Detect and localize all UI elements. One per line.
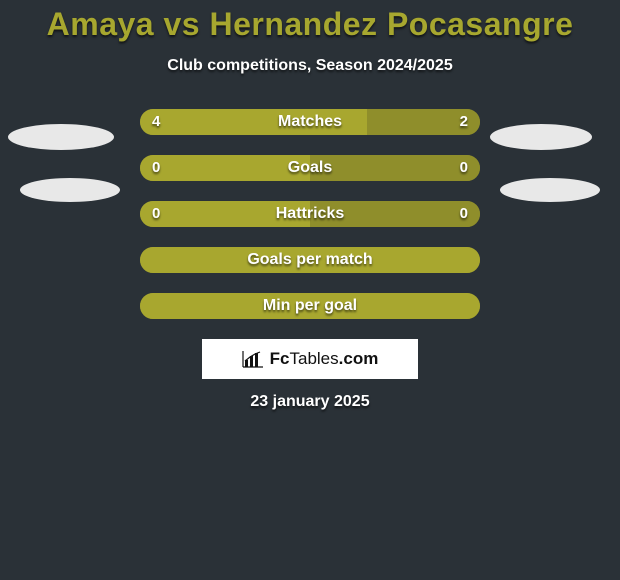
- stat-row: 42Matches: [0, 109, 620, 135]
- bar-full-fill: [140, 293, 480, 319]
- stat-row: Min per goal: [0, 293, 620, 319]
- stat-value-right: 0: [460, 201, 468, 227]
- bar-chart-icon: [242, 350, 264, 368]
- bar-left-fill: [140, 109, 367, 135]
- logo-text: FcTables.com: [270, 349, 379, 369]
- logo-text-fc: Fc: [270, 349, 290, 368]
- snapshot-date: 23 january 2025: [0, 393, 620, 411]
- bar-left-fill: [140, 201, 310, 227]
- bar-right-fill: [310, 201, 480, 227]
- stat-value-right: 2: [460, 109, 468, 135]
- logo-text-dotcom: .com: [339, 349, 379, 368]
- stat-row: 00Goals: [0, 155, 620, 181]
- comparison-infographic: Amaya vs Hernandez Pocasangre Club compe…: [0, 0, 620, 580]
- stat-value-right: 0: [460, 155, 468, 181]
- page-title: Amaya vs Hernandez Pocasangre: [0, 0, 620, 43]
- bar-area: 42Matches: [140, 109, 480, 135]
- page-subtitle: Club competitions, Season 2024/2025: [0, 57, 620, 75]
- player-left-avatar-2: [20, 178, 120, 202]
- fctables-logo: FcTables.com: [202, 339, 418, 379]
- bar-area: 00Hattricks: [140, 201, 480, 227]
- stat-value-left: 0: [152, 201, 160, 227]
- player-right-avatar-2: [500, 178, 600, 202]
- logo-text-tables: Tables: [290, 349, 339, 368]
- stat-value-left: 4: [152, 109, 160, 135]
- bar-area: Min per goal: [140, 293, 480, 319]
- bar-left-fill: [140, 155, 310, 181]
- bar-area: Goals per match: [140, 247, 480, 273]
- bar-full-fill: [140, 247, 480, 273]
- bar-right-fill: [310, 155, 480, 181]
- stat-value-left: 0: [152, 155, 160, 181]
- stat-row: Goals per match: [0, 247, 620, 273]
- stat-row: 00Hattricks: [0, 201, 620, 227]
- bar-area: 00Goals: [140, 155, 480, 181]
